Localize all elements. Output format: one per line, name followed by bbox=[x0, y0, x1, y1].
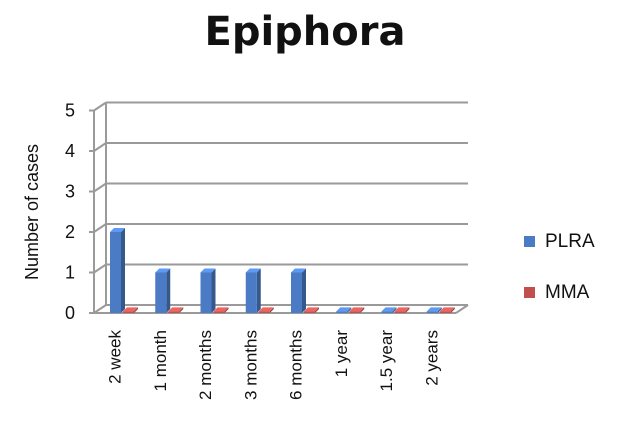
bar-top bbox=[381, 307, 397, 312]
bar-mma-1 bbox=[168, 307, 184, 313]
bar-plra-5 bbox=[336, 307, 352, 313]
bar-side bbox=[392, 307, 397, 313]
bar-front bbox=[110, 232, 121, 313]
x-tick-label: 6 months bbox=[287, 330, 306, 400]
bar-side bbox=[134, 307, 138, 313]
bar-front bbox=[258, 311, 270, 313]
bar-plra-3 bbox=[245, 268, 261, 313]
bar-side bbox=[179, 307, 184, 313]
y-tick-labels: 0 1 2 3 4 5 bbox=[65, 101, 75, 324]
gridline-connector-5 bbox=[93, 101, 107, 112]
bar-side bbox=[256, 268, 261, 313]
bar-top bbox=[200, 268, 216, 273]
gridline-connector-0 bbox=[93, 304, 107, 314]
x-tick-label: 2 years bbox=[422, 330, 441, 386]
bar-front bbox=[336, 311, 348, 313]
bar-top bbox=[258, 307, 274, 312]
gridline-connector-1 bbox=[93, 263, 107, 274]
bar-mma-2 bbox=[213, 307, 229, 313]
legend-label-plra: PLRA bbox=[545, 231, 595, 252]
bar-side bbox=[166, 268, 171, 313]
bar-side bbox=[121, 228, 125, 313]
bar-side bbox=[302, 268, 306, 313]
bar-plra-1 bbox=[155, 268, 171, 313]
floor-right-edge bbox=[455, 304, 469, 314]
legend-swatch-mma bbox=[524, 287, 535, 298]
bar-plra-6 bbox=[381, 307, 397, 313]
bar-front bbox=[439, 311, 451, 313]
bar-front bbox=[349, 311, 361, 313]
bar-mma-5 bbox=[349, 307, 365, 313]
bar-front bbox=[381, 311, 393, 313]
bar-top bbox=[168, 307, 184, 312]
y-tick-label: 1 bbox=[65, 263, 75, 283]
bar-top bbox=[304, 307, 319, 312]
bar-front bbox=[168, 311, 180, 313]
bar-mma-3 bbox=[258, 307, 274, 313]
bar-front bbox=[155, 272, 167, 313]
bar-front bbox=[426, 311, 438, 313]
gridline-connector-4 bbox=[93, 142, 107, 152]
axes bbox=[89, 109, 456, 314]
bar-plra-0 bbox=[110, 228, 125, 313]
bar-top bbox=[110, 228, 125, 232]
y-tick-label: 2 bbox=[65, 222, 75, 242]
bar-side bbox=[315, 307, 319, 313]
bar-side bbox=[224, 307, 229, 313]
x-tick-label: 1 month bbox=[151, 330, 170, 391]
chart-title: Epiphora bbox=[205, 9, 406, 55]
bar-side bbox=[405, 307, 410, 313]
x-tick-label: 3 months bbox=[241, 330, 260, 400]
bar-mma-4 bbox=[304, 307, 319, 313]
bar-top bbox=[123, 307, 138, 312]
bar-top bbox=[394, 307, 410, 312]
bar-side bbox=[211, 268, 216, 313]
bar-side bbox=[450, 307, 455, 313]
y-tick-label: 4 bbox=[65, 141, 75, 161]
bar-top bbox=[336, 307, 352, 312]
y-tick-label: 0 bbox=[65, 303, 75, 323]
bar-front bbox=[213, 311, 225, 313]
gridline-connector-2 bbox=[93, 223, 107, 233]
bar-side bbox=[437, 307, 442, 313]
bar-plra-2 bbox=[200, 268, 216, 313]
x-tick-labels: 2 week 1 month 2 months 3 months 6 months 1 y… bbox=[106, 330, 442, 400]
x-tick-label: 2 months bbox=[196, 330, 215, 400]
bar-side bbox=[347, 307, 352, 313]
gridline-connector-3 bbox=[93, 182, 107, 193]
y-tick-label: 5 bbox=[65, 101, 75, 121]
legend-swatch-plra bbox=[524, 236, 535, 247]
bar-mma-0 bbox=[123, 307, 138, 313]
legend: PLRA MMA bbox=[524, 231, 595, 303]
bar-front bbox=[200, 272, 212, 313]
x-tick-label: 1.5 year bbox=[377, 330, 396, 392]
bar-top bbox=[349, 307, 365, 312]
bar-mma-7 bbox=[439, 307, 455, 313]
bar-side bbox=[360, 307, 365, 313]
bar-front bbox=[245, 272, 257, 313]
bar-front bbox=[304, 311, 315, 313]
y-tick-label: 3 bbox=[65, 182, 75, 202]
x-tick-label: 2 week bbox=[106, 330, 125, 384]
bar-plra-7 bbox=[426, 307, 442, 313]
bar-front bbox=[291, 272, 302, 313]
bar-front bbox=[123, 311, 134, 313]
bar-top bbox=[291, 268, 306, 273]
bar-mma-6 bbox=[394, 307, 410, 313]
bar-top bbox=[245, 268, 261, 273]
bar-plra-4 bbox=[291, 268, 306, 313]
bar-side bbox=[269, 307, 274, 313]
y-axis-label: Number of cases bbox=[22, 144, 42, 280]
bars bbox=[110, 228, 455, 313]
legend-label-mma: MMA bbox=[545, 282, 590, 303]
bar-top bbox=[213, 307, 229, 312]
gridlines bbox=[93, 101, 469, 314]
bar-top bbox=[439, 307, 455, 312]
bar-top bbox=[426, 307, 442, 312]
bar-front bbox=[394, 311, 406, 313]
x-tick-label: 1 year bbox=[332, 330, 351, 378]
bar-top bbox=[155, 268, 171, 273]
